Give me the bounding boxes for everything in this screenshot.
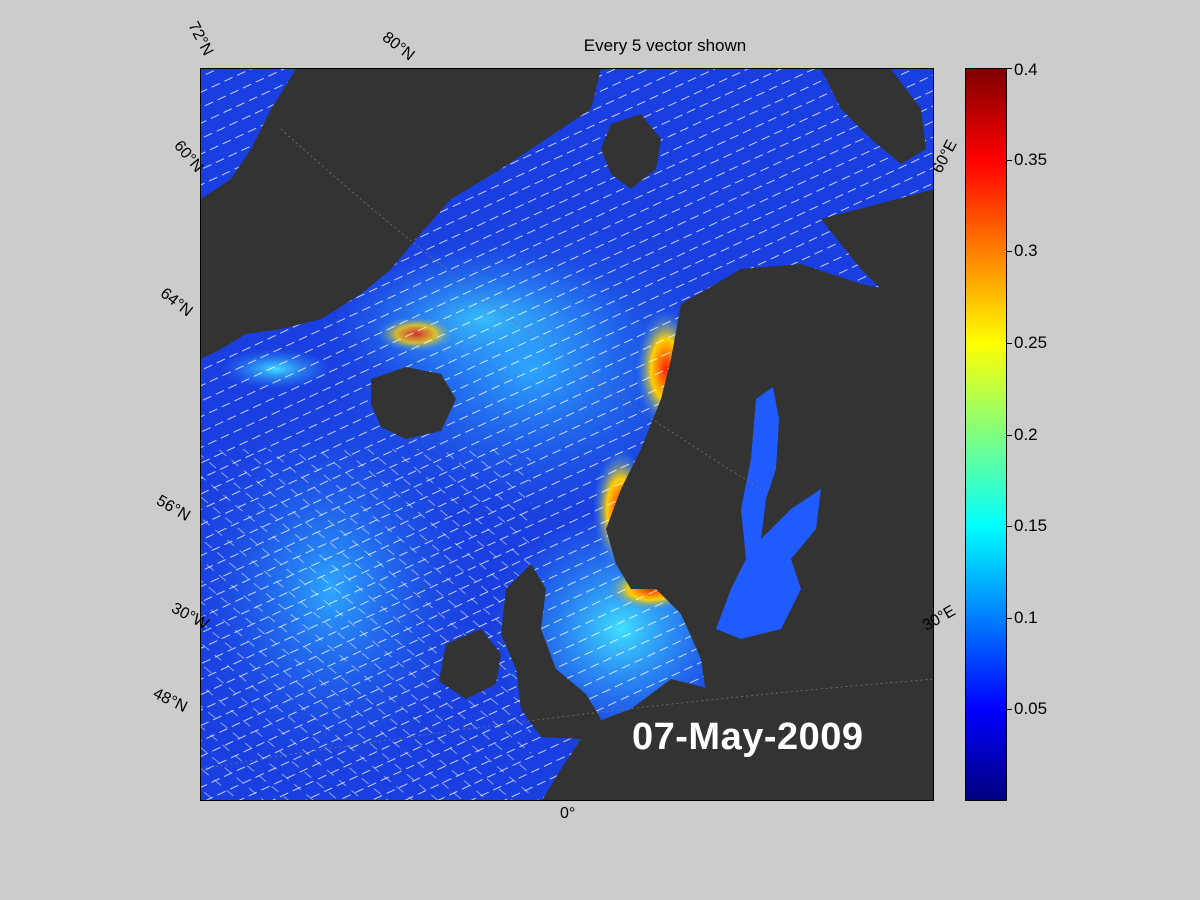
ireland-landmass xyxy=(439,629,501,699)
colorbar xyxy=(965,68,1007,801)
colorbar-tick xyxy=(1007,526,1012,528)
iceland-landmass xyxy=(371,367,456,439)
grid-label-60e: 60°E xyxy=(929,137,961,177)
grid-label-80n: 80°N xyxy=(378,28,418,65)
colorbar-tick xyxy=(1007,434,1012,436)
baltic-sea xyxy=(716,387,821,639)
colorbar-tick-label: 0.25 xyxy=(1014,332,1048,352)
graticule-meridian xyxy=(280,128,762,490)
colorbar-tick-label: 0.05 xyxy=(1014,699,1048,719)
svalbard-landmass xyxy=(601,114,661,189)
map-title: Every 5 vector shown xyxy=(583,36,747,55)
colorbar-tick xyxy=(1007,159,1012,161)
map-canvas xyxy=(201,69,933,800)
ocean-current-map xyxy=(200,68,934,801)
colorbar-tick xyxy=(1007,617,1012,619)
colorbar-tick xyxy=(1007,709,1012,711)
colorbar-tick-label: 0.1 xyxy=(1014,607,1038,627)
grid-label-56n: 56°N xyxy=(153,492,193,525)
grid-label-64n: 64°N xyxy=(156,284,196,321)
british-isles-landmass xyxy=(501,564,601,739)
colorbar-tick xyxy=(1007,68,1012,69)
date-label: 07-May-2009 xyxy=(632,716,864,758)
colorbar-tick-label: 0.3 xyxy=(1014,241,1038,261)
colorbar-tick xyxy=(1007,251,1012,253)
current-vectors-atlantic xyxy=(201,449,531,800)
colorbar-tick-label: 0.4 xyxy=(1014,60,1038,79)
white-sea-land xyxy=(821,189,933,299)
grid-label-48n: 48°N xyxy=(150,685,190,717)
colorbar-tick xyxy=(1007,342,1012,344)
novaya-zemlya-landmass xyxy=(821,69,926,164)
colorbar-tick-label: 0.35 xyxy=(1014,149,1048,169)
grid-label-0: 0° xyxy=(560,805,576,822)
colorbar-tick-label: 0.15 xyxy=(1014,516,1048,536)
colorbar-tick-label: 0.2 xyxy=(1014,424,1038,444)
greenland-landmass xyxy=(201,69,601,359)
continental-europe-landmass xyxy=(542,679,933,800)
